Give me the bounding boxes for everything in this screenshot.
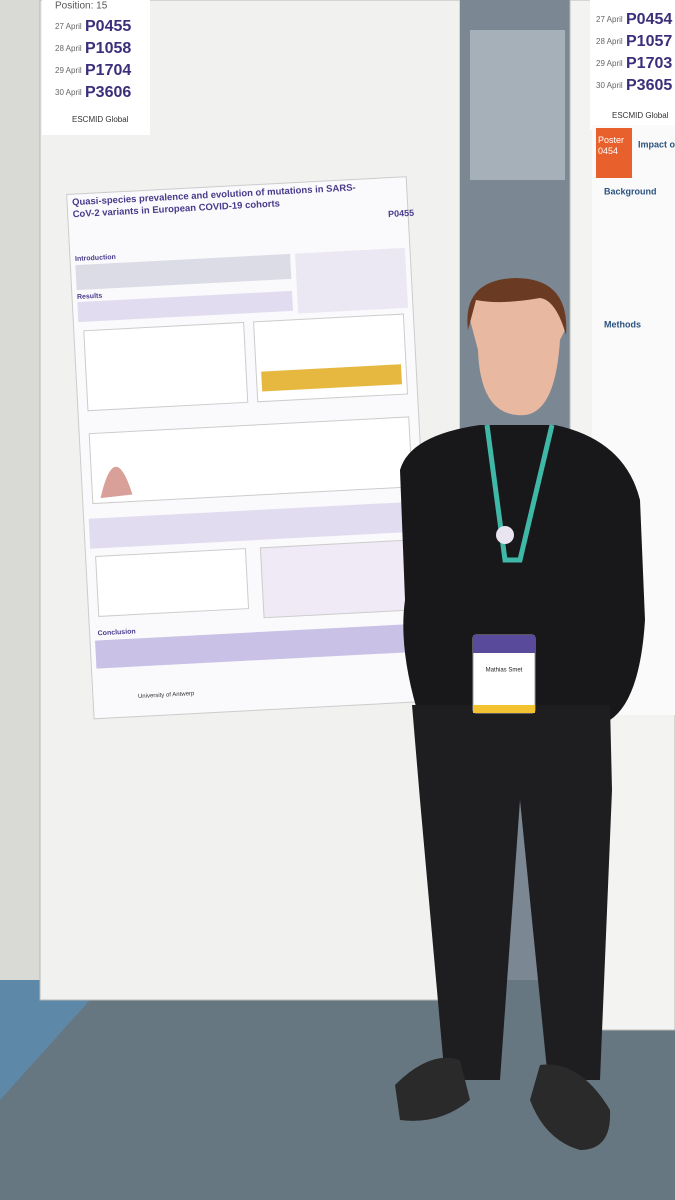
heatmap: [261, 364, 403, 392]
highlight-box: [77, 290, 294, 323]
section-heading: Background: [604, 186, 657, 196]
poster: Quasi-species prevalence and evolution o…: [66, 176, 435, 720]
poster-tag-box: Poster 0454: [598, 135, 625, 156]
schedule-card: [42, 0, 150, 135]
trousers: [412, 705, 612, 1080]
session-code: P3606: [85, 84, 131, 101]
hair: [467, 278, 567, 335]
figure: [88, 416, 413, 505]
section-heading: Conclusion: [97, 628, 135, 637]
neighbor-title: Impact of: [638, 139, 675, 149]
poster-tag: [596, 128, 632, 178]
institution: University of Antwerp: [138, 691, 195, 700]
session-code: P1058: [85, 40, 131, 57]
session-date: 27 April: [596, 15, 623, 24]
highlight-box: [95, 623, 427, 669]
person: Mathias Smet: [395, 278, 645, 1150]
session-code: P0455: [85, 18, 131, 35]
pin: [496, 526, 514, 544]
figure: [95, 548, 250, 617]
session-date: 30 April: [55, 88, 82, 97]
session-date: 30 April: [596, 81, 623, 90]
density-plot: [100, 466, 133, 499]
schedule-card: [590, 0, 675, 130]
session-date: 28 April: [596, 37, 623, 46]
hall-roof: [470, 30, 565, 180]
session-code: P1057: [626, 33, 672, 50]
session-date: 29 April: [55, 66, 82, 75]
session-date: 29 April: [596, 59, 623, 68]
shoe: [395, 1057, 470, 1121]
section-heading: Methods: [604, 319, 641, 329]
methods-figure: [295, 247, 409, 314]
figure: [83, 321, 249, 412]
position-text: Position: 15: [55, 1, 108, 12]
sweater: [400, 425, 645, 720]
text-block: [75, 253, 292, 291]
brand: ESCMID Global: [612, 111, 669, 120]
table: [259, 539, 415, 619]
session-date: 28 April: [55, 44, 82, 53]
session-code: P0454: [626, 11, 672, 28]
shoe: [530, 1064, 611, 1150]
brand: ESCMID Global: [72, 115, 129, 124]
badge-footer: [473, 705, 535, 713]
session-code: P1704: [85, 62, 131, 79]
section-heading: Results: [77, 293, 103, 301]
lanyard: [484, 424, 555, 563]
highlight-box: [88, 501, 415, 549]
poster-label: Poster 0454: [598, 135, 625, 156]
session-code: P1703: [626, 55, 672, 72]
face: [470, 279, 566, 416]
badge-name: Mathias Smet: [486, 668, 523, 674]
badge-header: [473, 635, 535, 653]
section-heading: Introduction: [75, 254, 116, 263]
session-code: P3605: [626, 77, 672, 94]
floor-shadow: [0, 960, 675, 1200]
poster-code: P0455: [388, 208, 415, 219]
session-date: 27 April: [55, 22, 82, 31]
